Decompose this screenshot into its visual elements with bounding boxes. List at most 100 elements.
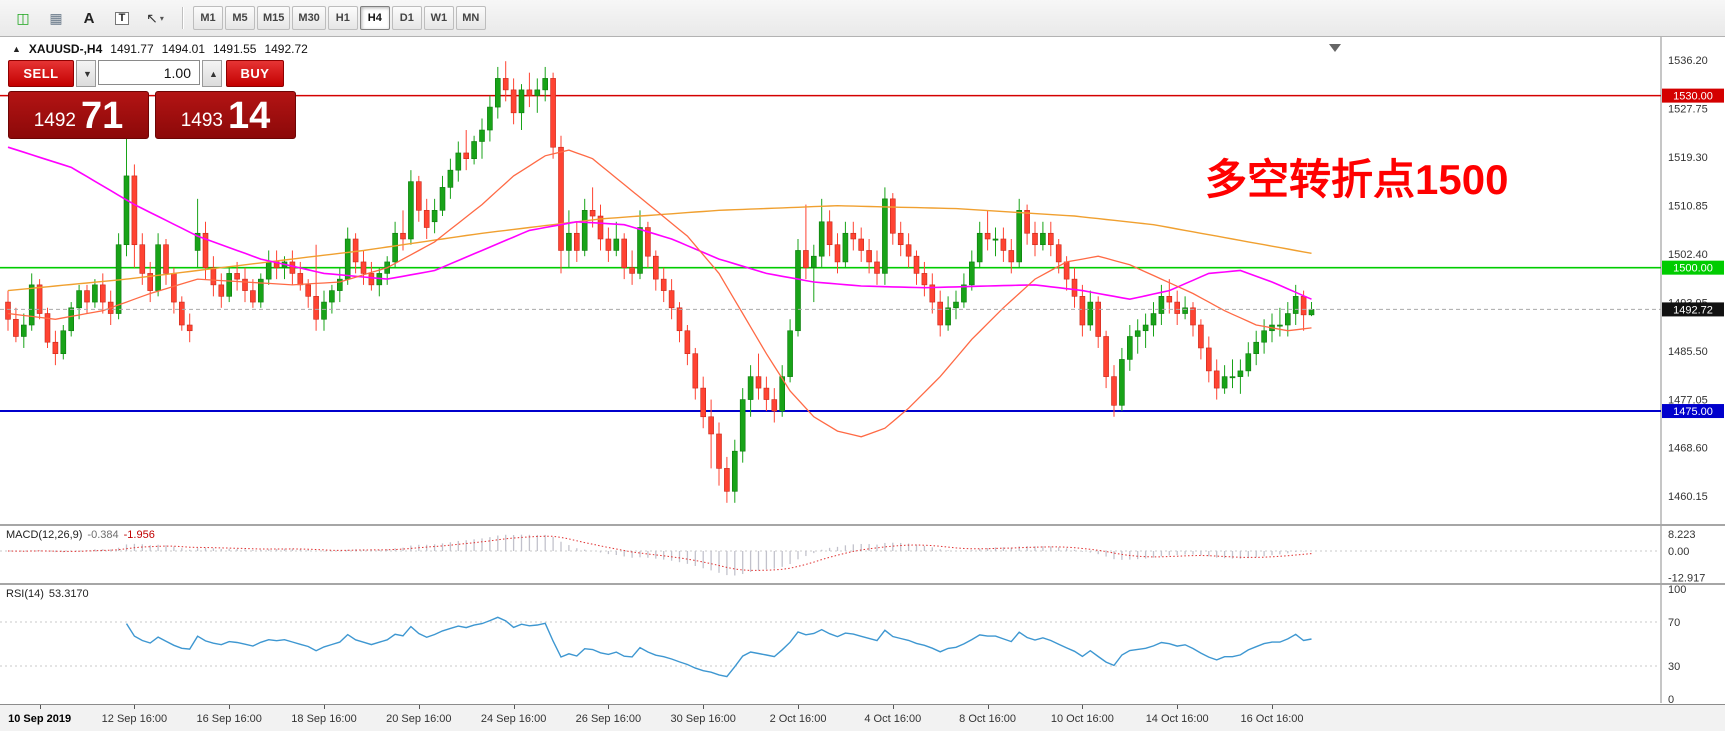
candle-body xyxy=(1300,296,1307,316)
candle-body xyxy=(1198,324,1204,349)
toolbar-separator xyxy=(182,7,183,29)
time-axis-label: 2 Oct 16:00 xyxy=(769,713,827,725)
candle-body xyxy=(803,250,809,268)
timeframe-button-m15[interactable]: M15 xyxy=(257,6,291,30)
candlestick-tool-button[interactable]: ◫ xyxy=(8,5,38,31)
bid-price-small: 1492 xyxy=(33,110,76,131)
volume-input[interactable] xyxy=(98,60,200,85)
candle-body xyxy=(882,198,888,274)
candle-body xyxy=(573,232,580,251)
price-tag xyxy=(1662,302,1724,317)
time-tick xyxy=(134,705,136,709)
time-axis-label: 26 Sep 16:00 xyxy=(575,713,642,725)
candle-body xyxy=(1134,330,1141,337)
time-axis[interactable]: 10 Sep 2019 12 Sep 16:00 16 Sep 16:00 18 Se… xyxy=(0,704,1725,731)
timeframe-button-w1[interactable]: W1 xyxy=(423,6,454,30)
time-axis-label: 12 Sep 16:00 xyxy=(101,713,168,725)
rsi-indicator-label: RSI(14) 53.3170 xyxy=(6,588,89,600)
candle-body xyxy=(1245,353,1252,372)
time-tick xyxy=(229,705,231,709)
volume-decrease-icon[interactable]: ▼ xyxy=(76,60,96,87)
rsi-axis-label: 70 xyxy=(1668,617,1680,629)
text-label-tool-button[interactable]: A xyxy=(74,5,104,31)
chart-shift-marker-icon[interactable] xyxy=(1329,44,1341,52)
time-tick xyxy=(798,705,799,709)
candle-body xyxy=(953,301,959,309)
candle-body xyxy=(763,387,770,400)
text-box-tool-icon: T xyxy=(114,11,130,25)
candle-body xyxy=(724,468,730,492)
time-axis-label: 20 Sep 16:00 xyxy=(386,713,452,725)
bid-quote-box[interactable]: 1492 71 xyxy=(8,91,149,139)
panel-separator[interactable] xyxy=(0,583,1725,585)
candle-body xyxy=(234,273,240,280)
candle-body xyxy=(123,175,130,246)
candle-body xyxy=(5,301,11,320)
candle-body xyxy=(163,244,169,274)
rsi-value: 53.3170 xyxy=(48,588,89,600)
candle-body xyxy=(1190,307,1196,326)
drawing-tools-button[interactable]: ↖ ▾ xyxy=(140,5,170,31)
candle-body xyxy=(1063,261,1070,280)
candle-body xyxy=(1182,307,1188,314)
buy-button[interactable]: BUY xyxy=(226,60,284,87)
grid-tool-icon: ▦ xyxy=(49,10,63,26)
candle-body xyxy=(1087,301,1094,326)
top-toolbar: ◫ ▦ A T ↖ ▾ M1 M5 M15 M30 H1 H4 D1 W1 MN xyxy=(0,0,1725,37)
text-box-tool-button[interactable]: T xyxy=(107,5,137,31)
candle-body xyxy=(1119,359,1125,406)
price-tag-label: 1492.72 xyxy=(1673,304,1713,316)
candle-body xyxy=(660,278,667,291)
candle-body xyxy=(186,324,193,332)
timeframe-button-m30[interactable]: M30 xyxy=(292,6,326,30)
panel-separator[interactable] xyxy=(0,524,1725,526)
ask-quote-box[interactable]: 1493 14 xyxy=(155,91,296,139)
price-axis[interactable] xyxy=(1662,36,1725,703)
rsi-axis-label: 30 xyxy=(1668,661,1680,673)
one-click-toggle-icon[interactable]: ▲ xyxy=(12,44,21,54)
rsi-line xyxy=(125,616,1312,678)
candle-body xyxy=(1308,309,1315,316)
candle-body xyxy=(265,261,272,280)
timeframe-button-d1[interactable]: D1 xyxy=(391,6,422,30)
candle-body xyxy=(494,78,501,108)
candle-body xyxy=(1285,313,1291,326)
candle-body xyxy=(605,238,612,251)
sell-button[interactable]: SELL xyxy=(8,60,74,87)
time-axis-label: 4 Oct 16:00 xyxy=(864,713,922,725)
candle-body xyxy=(1253,341,1259,354)
time-axis-label: 30 Sep 16:00 xyxy=(670,713,736,725)
candle-body xyxy=(194,232,201,251)
time-tick xyxy=(1082,705,1084,709)
candle-body xyxy=(755,376,762,389)
candle-body xyxy=(913,255,920,274)
tools-group: ◫ ▦ A T ↖ ▾ xyxy=(8,5,170,31)
timeframe-button-m5[interactable]: M5 xyxy=(225,6,255,30)
candle-body xyxy=(1048,232,1054,246)
timeframe-button-h1[interactable]: H1 xyxy=(327,6,358,30)
candle-body xyxy=(368,273,375,286)
candle-body xyxy=(747,376,754,400)
timeframe-button-m1[interactable]: M1 xyxy=(193,6,223,30)
volume-increase-icon[interactable]: ▲ xyxy=(202,60,222,87)
candle-body xyxy=(731,450,738,492)
candle-body xyxy=(408,181,414,240)
time-axis-label: 16 Sep 16:00 xyxy=(196,713,262,725)
candle-body xyxy=(708,416,714,435)
timeframe-button-h4[interactable]: H4 xyxy=(359,6,390,30)
candle-body xyxy=(250,290,256,303)
candle-body xyxy=(242,278,248,291)
candle-body xyxy=(866,250,872,263)
candle-body xyxy=(360,261,367,274)
grid-tool-button[interactable]: ▦ xyxy=(41,5,71,31)
timeframe-button-mn[interactable]: MN xyxy=(455,6,486,30)
candle-body xyxy=(968,261,975,286)
candle-body xyxy=(858,238,865,251)
candle-body xyxy=(597,215,604,240)
candle-body xyxy=(1055,244,1062,263)
candle-body xyxy=(400,232,406,240)
price-axis-label: 1502.40 xyxy=(1668,249,1708,261)
candle-body xyxy=(850,232,857,240)
